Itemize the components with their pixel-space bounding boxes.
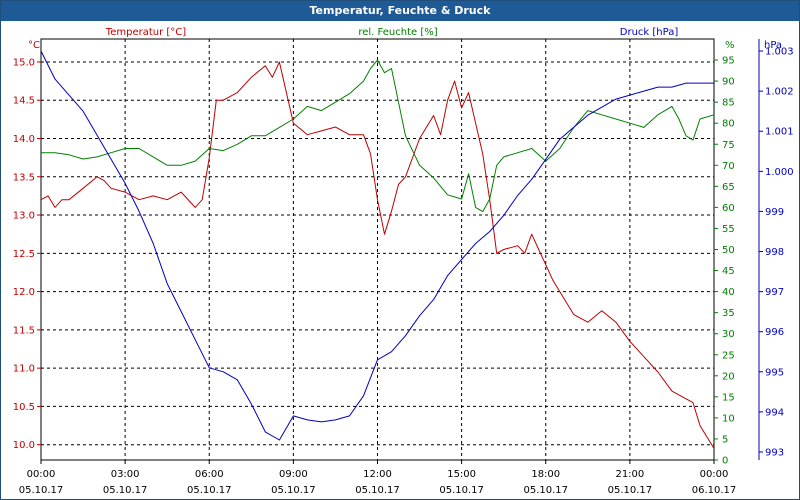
x-tick-label-date: 05.10.17 (271, 485, 316, 496)
x-tick-label-time: 09:00 (279, 469, 308, 480)
humidity-tick-label: 30 (722, 329, 735, 340)
series-line-humidity (41, 59, 715, 213)
pressure-tick-label: 997 (765, 287, 784, 298)
humidity-tick-label: 15 (722, 392, 735, 403)
temperature-tick-label: 14.0 (13, 134, 35, 145)
x-tick-label-date: 05.10.17 (19, 485, 64, 496)
legend-pressure: Druck [hPa] (620, 27, 679, 38)
temperature-tick-label: 15.0 (13, 57, 35, 68)
x-tick-label-time: 00:00 (27, 469, 56, 480)
x-tick-label-time: 00:00 (700, 469, 729, 480)
pressure-tick-label: 996 (765, 327, 784, 338)
pressure-tick-label: 1.001 (765, 127, 794, 138)
temperature-unit-label: °C (28, 40, 40, 51)
humidity-tick-label: 40 (722, 287, 735, 298)
x-tick-label-time: 15:00 (447, 469, 476, 480)
humidity-tick-label: 55 (722, 224, 735, 235)
humidity-tick-label: 60 (722, 203, 735, 214)
x-tick-label-time: 06:00 (195, 469, 224, 480)
temperature-tick-label: 12.0 (13, 287, 35, 298)
humidity-tick-label: 75 (722, 140, 735, 151)
legend-humidity: rel. Feuchte [%] (358, 27, 437, 38)
x-tick-label-date: 05.10.17 (355, 485, 400, 496)
temperature-tick-label: 14.5 (13, 96, 35, 107)
x-tick-label-date: 05.10.17 (103, 485, 148, 496)
temperature-tick-label: 10.5 (13, 402, 35, 413)
window-title: Temperatur, Feuchte & Druck (1, 1, 799, 21)
pressure-tick-label: 998 (765, 247, 784, 258)
x-tick-label-time: 21:00 (615, 469, 644, 480)
x-tick-label-date: 05.10.17 (608, 485, 653, 496)
temperature-tick-label: 11.0 (13, 364, 35, 375)
x-tick-label-time: 18:00 (531, 469, 560, 480)
humidity-tick-label: 95 (722, 56, 735, 67)
x-tick-label-time: 12:00 (363, 469, 392, 480)
x-tick-label-date: 05.10.17 (523, 485, 568, 496)
humidity-tick-label: 10 (722, 413, 735, 424)
temperature-tick-label: 11.5 (13, 325, 35, 336)
series-line-pressure (40, 50, 714, 441)
temperature-tick-label: 12.5 (13, 249, 35, 260)
humidity-tick-label: 25 (722, 350, 735, 361)
x-tick-label-date: 05.10.17 (187, 485, 232, 496)
x-tick-label-date: 06.10.17 (692, 485, 737, 496)
humidity-tick-label: 5 (722, 434, 728, 445)
humidity-tick-label: 80 (722, 119, 735, 130)
humidity-tick-label: 85 (722, 98, 735, 109)
pressure-unit-label: hPa (764, 40, 782, 51)
pressure-tick-label: 999 (765, 207, 784, 218)
humidity-tick-label: 20 (722, 371, 735, 382)
humidity-tick-label: 90 (722, 77, 735, 88)
x-tick-label-time: 03:00 (111, 469, 140, 480)
humidity-tick-label: 65 (722, 182, 735, 193)
series-line-temperature (40, 61, 715, 449)
legend-temperature: Temperatur [°C] (105, 27, 186, 38)
temperature-tick-label: 13.0 (13, 211, 35, 222)
humidity-tick-label: 35 (722, 308, 735, 319)
x-tick-label-date: 05.10.17 (439, 485, 484, 496)
temperature-tick-label: 10.0 (13, 440, 35, 451)
pressure-tick-label: 1.003 (765, 47, 794, 58)
humidity-unit-label: % (725, 40, 735, 51)
humidity-tick-label: 45 (722, 266, 735, 277)
pressure-tick-label: 1.000 (765, 167, 794, 178)
temperature-tick-label: 13.5 (13, 172, 35, 183)
pressure-tick-label: 993 (765, 447, 784, 458)
humidity-tick-label: 70 (722, 161, 735, 172)
humidity-tick-label: 50 (722, 245, 735, 256)
pressure-tick-label: 994 (765, 407, 784, 418)
pressure-tick-label: 995 (765, 367, 784, 378)
pressure-tick-label: 1.002 (765, 87, 794, 98)
humidity-tick-label: 0 (722, 456, 728, 467)
